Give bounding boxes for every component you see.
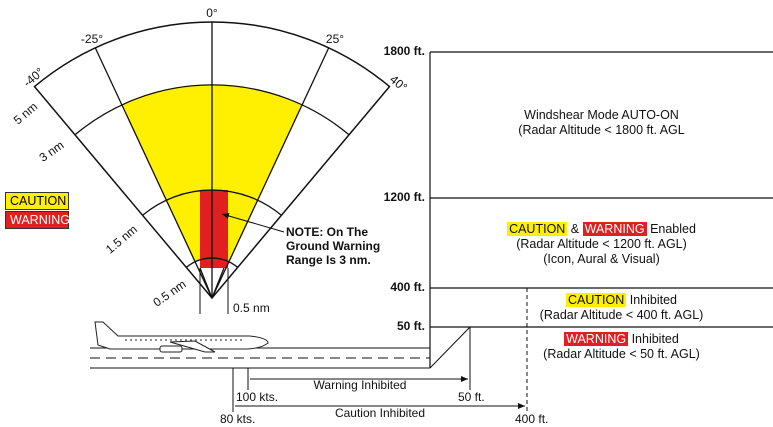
altitude-label: 1800 ft. <box>384 44 425 58</box>
angle-label: 40° <box>387 72 410 95</box>
altitude-lines <box>429 51 773 368</box>
band-text: Inhibited <box>629 293 677 307</box>
band-text: (Radar Altitude < 50 ft. AGL) <box>543 347 700 361</box>
width-label: 0.5 nm <box>233 301 270 315</box>
caution-tag: CAUTION <box>507 222 568 236</box>
angle-label: 0° <box>206 6 218 20</box>
warning-tag: WARNING <box>564 332 629 346</box>
inhibit-start: 100 kts. <box>236 390 278 404</box>
band-text: Windshear Mode AUTO-ON <box>524 108 679 122</box>
legend-caution: CAUTION <box>5 192 69 210</box>
legend-warning: WARNING <box>5 211 70 229</box>
band-text: (Radar Altitude < 1200 ft. AGL) <box>516 237 687 251</box>
note-text: Ground Warning <box>286 239 380 253</box>
angle-label: 25° <box>326 32 344 46</box>
range-label: 5 nm <box>11 99 40 127</box>
angle-label: -25° <box>81 32 103 46</box>
band-text: (Icon, Aural & Visual) <box>543 252 660 266</box>
band-text: (Radar Altitude < 400 ft. AGL) <box>539 308 704 322</box>
inhibit-label: Caution Inhibited <box>335 406 425 420</box>
warning-tag: WARNING <box>582 222 647 236</box>
note-text: Range Is 3 nm. <box>286 253 371 267</box>
band-text: Inhibited <box>631 332 679 346</box>
band-2: CAUTION & WARNING Enabled (Radar Altitud… <box>430 222 773 267</box>
inhibit-label: Warning Inhibited <box>314 378 407 392</box>
band-1: Windshear Mode AUTO-ON (Radar Altitude <… <box>430 108 773 138</box>
band-text: (Radar Altitude < 1800 ft. AGL <box>518 123 685 137</box>
range-label: 0.5 nm <box>150 277 188 310</box>
note-text: NOTE: On The <box>286 225 368 239</box>
climb-path <box>429 326 471 369</box>
radar-arcs <box>74 22 350 299</box>
band-3: CAUTION Inhibited (Radar Altitude < 400 … <box>470 293 773 323</box>
inhibit-end: 50 ft. <box>458 390 485 404</box>
caution-tag: CAUTION <box>566 293 627 307</box>
altitude-label: 1200 ft. <box>384 190 425 204</box>
warning-zone <box>200 190 228 268</box>
altitude-label: 50 ft. <box>397 319 425 333</box>
inhibit-start: 80 kts. <box>220 412 255 426</box>
inhibit-end: 400 ft. <box>515 412 548 426</box>
band-text: Enabled <box>650 222 696 236</box>
band-text: & <box>570 222 580 236</box>
range-label: 3 nm <box>37 138 67 165</box>
altitude-label: 400 ft. <box>390 280 425 294</box>
note-arrow <box>221 213 285 233</box>
band-4: WARNING Inhibited (Radar Altitude < 50 f… <box>470 332 773 362</box>
airplane <box>94 321 269 353</box>
range-label: 1.5 nm <box>103 222 140 256</box>
